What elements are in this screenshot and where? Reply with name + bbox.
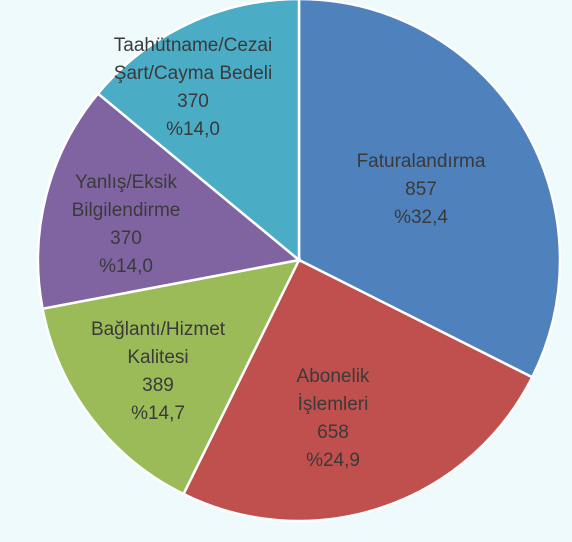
percentage-label: %32,4 <box>394 207 448 228</box>
category-label: Faturalandırma <box>356 151 486 172</box>
value-label: 370 <box>177 91 209 112</box>
percentage-label: %14,0 <box>166 119 220 140</box>
data-label: Abonelik İşlemleri 658 %24,9 <box>273 363 393 475</box>
category-label: Abonelik İşlemleri <box>296 366 370 415</box>
pie-slice <box>297 0 562 379</box>
value-label: 370 <box>110 228 142 249</box>
pie-slice <box>36 91 302 311</box>
data-label: Faturalandırma 857 %32,4 <box>321 148 521 232</box>
value-label: 658 <box>317 422 349 443</box>
pie-slice <box>41 258 302 496</box>
pie-slice <box>181 258 534 523</box>
value-label: 389 <box>142 375 174 396</box>
percentage-label: %14,0 <box>99 256 153 277</box>
data-label: Bağlantı/Hizmet Kalitesi 389 %14,7 <box>78 316 238 428</box>
pie-slice <box>96 0 301 263</box>
category-label: Yanlış/Eksik Bilgilendirme <box>71 172 181 221</box>
data-label: Yanlış/Eksik Bilgilendirme 370 %14,0 <box>51 169 201 281</box>
percentage-label: %24,9 <box>306 450 360 471</box>
category-label: Bağlantı/Hizmet Kalitesi <box>90 319 226 368</box>
data-label: Taahütname/Cezai Şart/Cayma Bedeli 370 %14… <box>106 32 281 144</box>
value-label: 857 <box>405 179 437 200</box>
category-label: Taahütname/Cezai Şart/Cayma Bedeli <box>113 35 273 84</box>
percentage-label: %14,7 <box>131 403 185 424</box>
